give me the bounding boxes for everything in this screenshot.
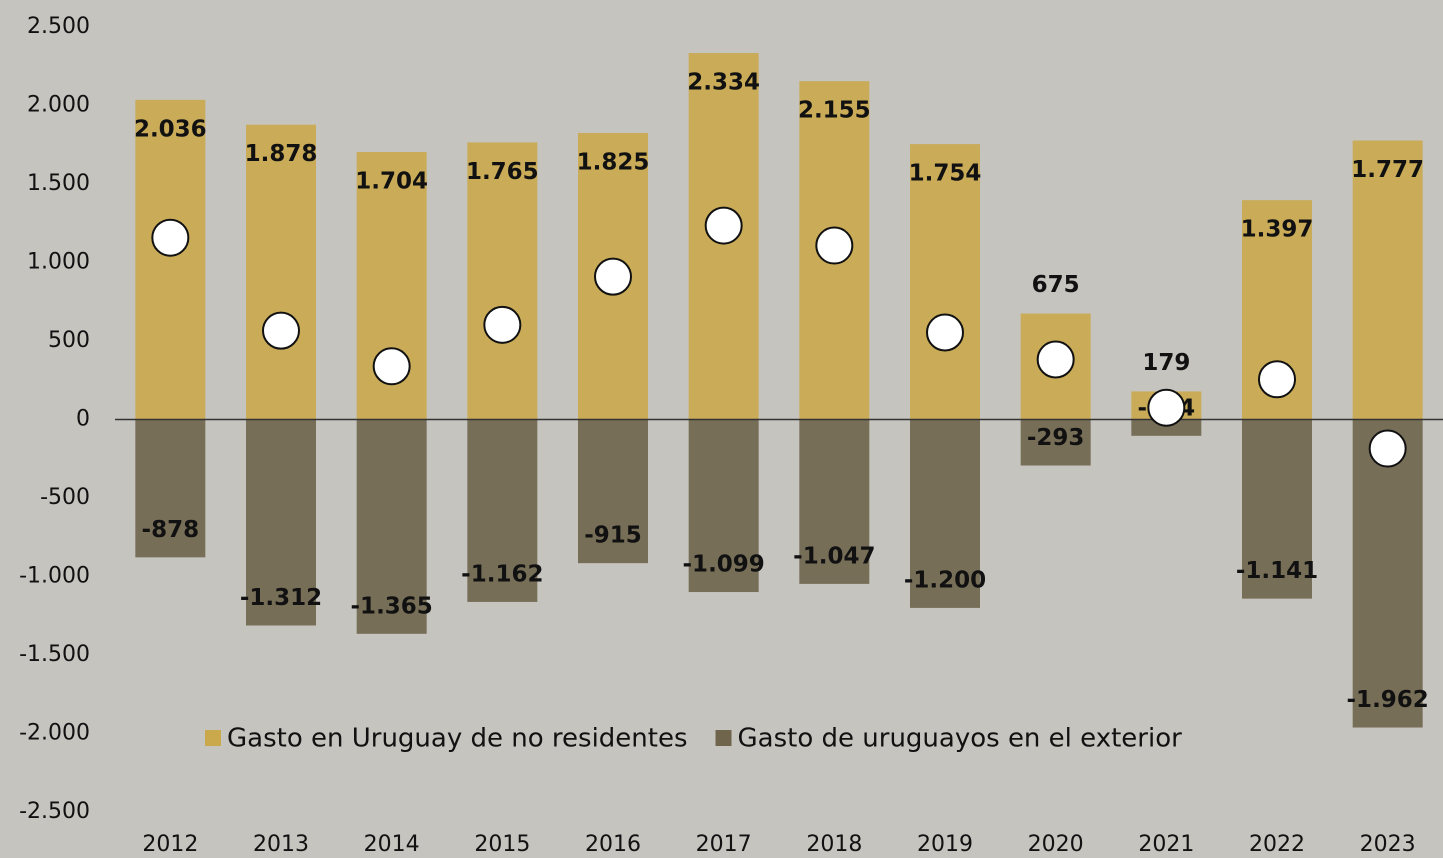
- value-label: -878: [142, 517, 200, 543]
- value-label: -1.099: [683, 552, 765, 578]
- value-label: -293: [1027, 425, 1085, 451]
- x-tick-label: 2016: [585, 832, 641, 857]
- net-marker: [262, 311, 300, 350]
- net-marker: [1147, 388, 1186, 427]
- y-tick-label: -1.000: [19, 564, 90, 589]
- value-label: -1.962: [1347, 687, 1429, 713]
- y-tick-label: 1.500: [27, 171, 90, 196]
- value-label: -1.365: [351, 593, 433, 619]
- x-tick-label: 2020: [1028, 832, 1084, 857]
- value-label: 2.334: [687, 70, 760, 96]
- y-tick-label: 500: [48, 328, 90, 353]
- x-tick-label: 2019: [917, 832, 973, 857]
- net-marker: [815, 226, 854, 265]
- bar: [1352, 140, 1423, 420]
- net-marker: [1258, 360, 1296, 399]
- x-tick-label: 2012: [142, 832, 198, 857]
- bar: [467, 142, 538, 420]
- y-tick-label: -2.000: [19, 721, 90, 746]
- net-marker: [594, 257, 632, 296]
- legend-swatch: [205, 730, 221, 746]
- y-tick-label: 2.500: [27, 14, 90, 39]
- bar: [246, 124, 316, 420]
- value-label: 1.878: [245, 141, 318, 167]
- x-tick-label: 2013: [253, 832, 309, 857]
- y-tick-label: -1.500: [19, 642, 90, 667]
- bar: [246, 419, 316, 626]
- value-label: 675: [1032, 272, 1080, 298]
- value-label: -1.047: [793, 543, 875, 569]
- net-marker: [1036, 340, 1075, 379]
- bar: [1131, 419, 1202, 436]
- net-marker: [372, 347, 411, 386]
- x-tick-label: 2023: [1360, 832, 1416, 857]
- x-tick-label: 2018: [806, 832, 862, 857]
- value-label: -1.312: [240, 585, 322, 611]
- bar: [578, 419, 648, 564]
- x-tick-label: 2021: [1138, 832, 1194, 857]
- x-tick-label: 2017: [696, 832, 752, 857]
- value-label: 1.754: [909, 161, 982, 187]
- legend-label: Gasto en Uruguay de no residentes: [227, 724, 688, 754]
- value-label: 1.777: [1351, 157, 1424, 183]
- bar: [688, 419, 759, 593]
- value-label: 1.397: [1241, 217, 1314, 243]
- value-label: -1.141: [1236, 558, 1318, 584]
- net-marker: [926, 313, 964, 352]
- bar: [1020, 419, 1091, 466]
- x-tick-label: 2014: [364, 832, 420, 857]
- net-marker: [704, 206, 743, 245]
- y-tick-label: 2.000: [27, 93, 90, 118]
- value-label: 179: [1142, 350, 1190, 376]
- value-label: 1.704: [355, 168, 428, 194]
- value-label: 2.155: [798, 98, 871, 124]
- value-label: -1.162: [461, 561, 543, 587]
- x-tick-label: 2022: [1249, 832, 1305, 857]
- bar: [1242, 419, 1312, 599]
- y-tick-label: 0: [76, 407, 90, 432]
- bar: [799, 419, 870, 584]
- bar: [135, 419, 206, 558]
- value-label: 1.765: [466, 159, 539, 185]
- value-label: -1.200: [904, 567, 986, 593]
- legend-swatch: [715, 730, 732, 746]
- legend-label: Gasto de uruguayos en el exterior: [738, 724, 1183, 754]
- bar: [910, 144, 980, 420]
- y-tick-label: -500: [40, 485, 90, 510]
- bar: [356, 419, 427, 634]
- value-label: 2.036: [134, 116, 207, 142]
- bar: [910, 419, 980, 608]
- net-marker: [483, 305, 522, 344]
- bar: [135, 99, 206, 420]
- net-marker: [1368, 429, 1407, 468]
- y-tick-label: 1.000: [27, 250, 90, 275]
- net-marker: [151, 218, 190, 257]
- bar: [467, 419, 538, 602]
- x-tick-label: 2015: [474, 832, 530, 857]
- value-label: 1.825: [577, 149, 650, 175]
- bar: [1352, 419, 1423, 728]
- y-tick-label: -2.500: [19, 799, 90, 824]
- value-label: -915: [584, 523, 642, 549]
